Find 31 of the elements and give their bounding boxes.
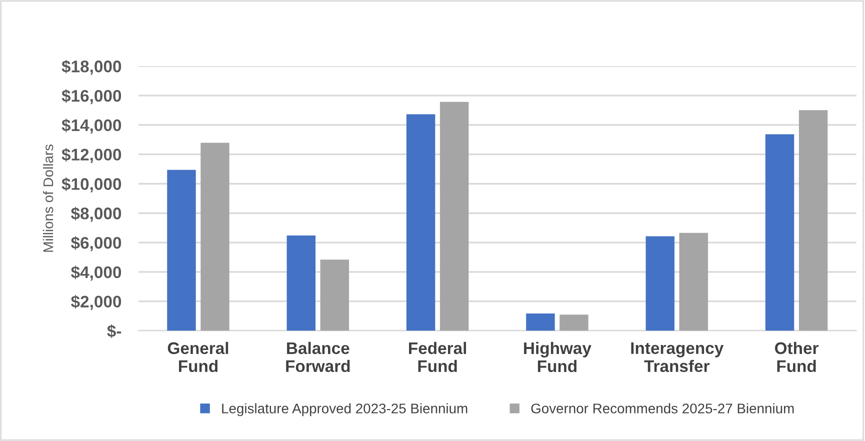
bar xyxy=(798,110,828,331)
bar xyxy=(200,142,230,331)
bar xyxy=(320,260,349,331)
x-tick-label: Federal Fund xyxy=(409,342,466,372)
y-tick-label: $4,000 xyxy=(70,266,122,281)
x-tick-label: Balance Forward xyxy=(286,342,350,372)
bar xyxy=(286,235,316,331)
y-tick-label: $8,000 xyxy=(70,206,122,222)
bar xyxy=(167,170,196,331)
legend-label: Governor Recommends 2025-27 Biennium xyxy=(531,403,794,414)
x-tick-label: Interagency Transfer xyxy=(631,342,724,372)
bar xyxy=(406,114,436,331)
y-tick-label: $10,000 xyxy=(62,177,122,192)
bar xyxy=(679,232,708,331)
bar xyxy=(440,102,469,331)
y-tick-label: $12,000 xyxy=(62,148,122,163)
y-tick-label: $16,000 xyxy=(62,89,122,104)
y-axis-title: Millions of Dollars xyxy=(42,144,54,252)
x-tick-label: General Fund xyxy=(168,342,228,372)
x-tick-label: Highway Fund xyxy=(524,342,592,372)
x-tick-label: Other Fund xyxy=(774,342,818,372)
bar xyxy=(765,134,794,331)
y-tick-label: $6,000 xyxy=(70,236,122,252)
y-tick-label: $18,000 xyxy=(62,60,122,75)
legend-label: Legislature Approved 2023-25 Biennium xyxy=(222,403,468,416)
bar xyxy=(646,236,674,331)
bar xyxy=(526,314,555,331)
y-tick-label: $2,000 xyxy=(70,295,122,310)
bar xyxy=(560,314,588,331)
y-tick-label: $14,000 xyxy=(62,118,122,134)
y-tick-label: $- xyxy=(107,324,122,338)
